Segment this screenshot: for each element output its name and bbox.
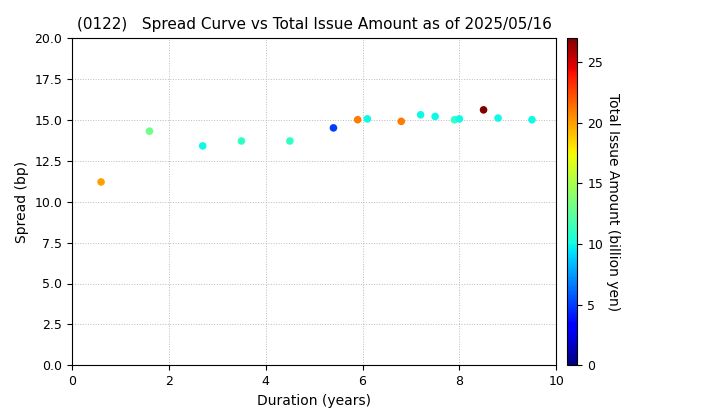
Point: [415, 111, 426, 118]
Point: [429, 113, 441, 120]
Point: [235, 138, 247, 144]
Point: [352, 116, 364, 123]
Title: (0122)   Spread Curve vs Total Issue Amount as of 2025/05/16: (0122) Spread Curve vs Total Issue Amoun…: [76, 18, 552, 32]
Y-axis label: Total Issue Amount (billion yen): Total Issue Amount (billion yen): [606, 92, 620, 311]
Y-axis label: Spread (bp): Spread (bp): [15, 160, 29, 243]
Point: [449, 116, 460, 123]
Point: [526, 116, 538, 123]
Point: [144, 128, 156, 134]
Point: [395, 118, 407, 125]
Point: [454, 116, 465, 122]
Point: [361, 116, 373, 122]
Point: [197, 142, 209, 149]
Point: [328, 124, 339, 131]
Point: [478, 107, 490, 113]
X-axis label: Duration (years): Duration (years): [257, 394, 371, 408]
Point: [492, 115, 504, 121]
Point: [95, 178, 107, 185]
Point: [284, 138, 296, 144]
